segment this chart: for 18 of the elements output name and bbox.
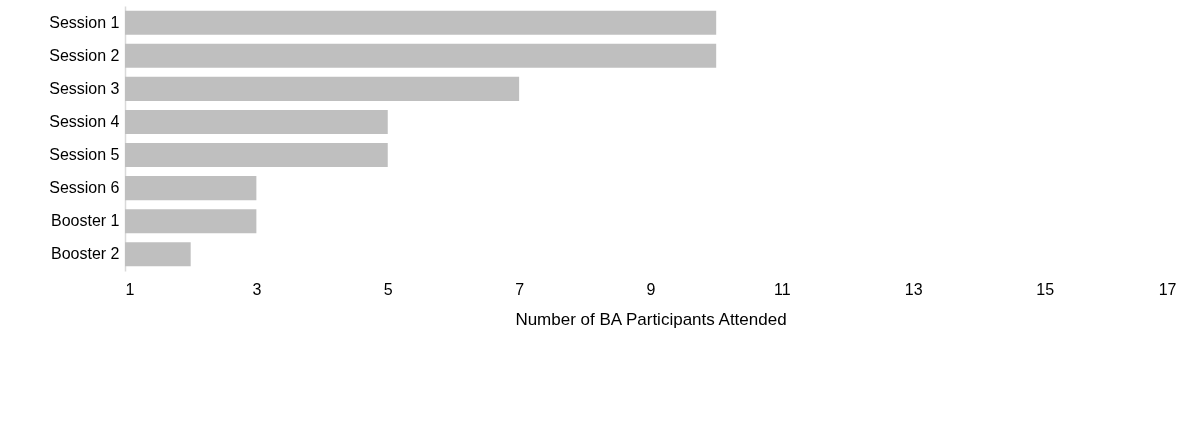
y-tick-label: Session 2 xyxy=(49,46,120,64)
y-tick-label: Session 3 xyxy=(49,79,120,97)
x-tick-label: 17 xyxy=(1158,280,1177,298)
x-tick-label: 1 xyxy=(125,280,135,298)
y-tick-label: Session 1 xyxy=(49,13,120,31)
x-tick-label: 5 xyxy=(383,280,393,298)
x-tick-label: 13 xyxy=(904,280,923,298)
y-tick-label: Booster 2 xyxy=(51,245,120,263)
x-tick-label: 7 xyxy=(515,280,525,298)
x-axis-title: Number of BA Participants Attended xyxy=(515,309,787,329)
y-tick-label: Session 4 xyxy=(49,112,120,130)
y-tick-label: Session 6 xyxy=(49,179,120,197)
x-tick-label: 3 xyxy=(252,280,262,298)
y-tick-label: Booster 1 xyxy=(51,212,120,230)
x-tick-label: 9 xyxy=(646,280,656,298)
x-tick-label: 15 xyxy=(1036,280,1055,298)
x-tick-label: 11 xyxy=(774,280,791,298)
y-tick-label: Session 5 xyxy=(49,146,120,164)
